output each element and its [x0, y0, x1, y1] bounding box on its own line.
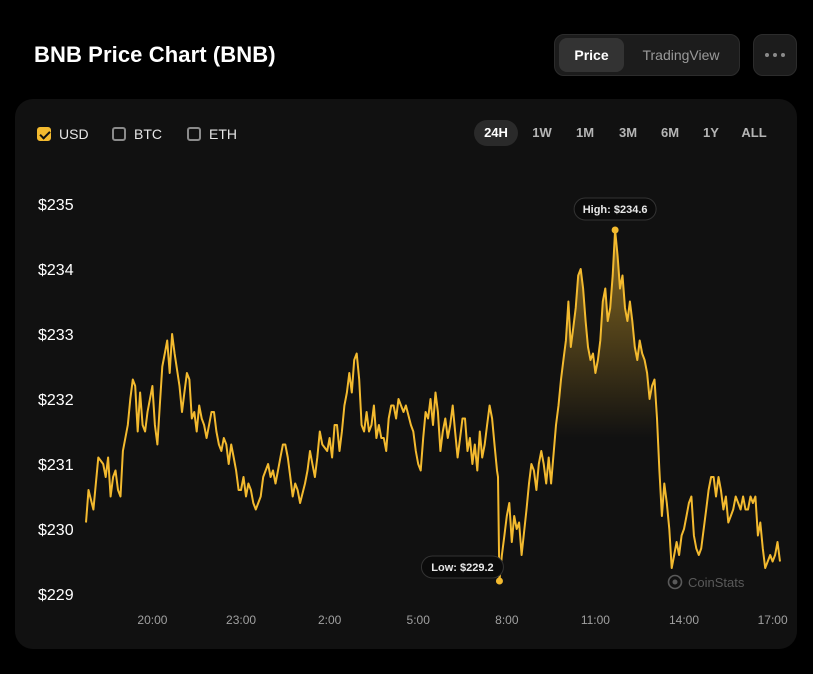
coinstats-logo-dot	[672, 579, 678, 585]
low-tooltip-box	[420, 555, 504, 579]
low-tooltip-label: Low: $229.2	[431, 562, 493, 574]
x-tick-label: 17:00	[758, 613, 788, 627]
y-tick-label: $230	[38, 522, 74, 539]
y-tick-label: $235	[38, 197, 74, 214]
checkbox-unchecked-icon	[187, 127, 201, 141]
ellipsis-icon	[765, 53, 785, 57]
coinstats-watermark: CoinStats	[667, 574, 745, 590]
y-tick-label: $229	[38, 587, 74, 604]
range-3m[interactable]: 3M	[618, 125, 638, 140]
more-options-button[interactable]	[753, 34, 797, 76]
x-tick-label: 11:00	[581, 613, 610, 627]
currency-label: USD	[59, 126, 89, 142]
chart-card	[15, 99, 797, 649]
watermark-text: CoinStats	[688, 575, 745, 590]
range-1y[interactable]: 1Y	[703, 125, 719, 140]
page-title: BNB Price Chart (BNB)	[34, 42, 276, 67]
checkbox-unchecked-icon	[112, 127, 126, 141]
x-tick-label: 23:00	[226, 613, 256, 627]
currency-btc-checkbox[interactable]: BTC	[112, 126, 162, 142]
currency-eth-checkbox[interactable]: ETH	[187, 126, 237, 142]
high-tooltip-box	[573, 197, 657, 221]
x-tick-label: 5:00	[407, 613, 431, 627]
low-point[interactable]	[495, 577, 503, 585]
range-6m[interactable]: 6M	[660, 125, 680, 140]
y-tick-label: $234	[38, 262, 74, 279]
range-24h[interactable]: 24H	[474, 120, 518, 146]
x-tick-label: 14:00	[669, 613, 699, 627]
checkbox-checked-icon	[37, 127, 51, 141]
range-all[interactable]: ALL	[741, 125, 767, 140]
currency-label: BTC	[134, 126, 162, 142]
y-tick-label: $232	[38, 392, 74, 409]
price-line[interactable]	[85, 229, 781, 582]
y-tick-label: $233	[38, 327, 74, 344]
tab-tradingview[interactable]: TradingView	[642, 47, 720, 63]
price-area	[556, 230, 655, 438]
coinstats-logo-icon	[667, 574, 683, 590]
x-tick-label: 8:00	[495, 613, 519, 627]
range-1m[interactable]: 1M	[575, 125, 595, 140]
x-tick-label: 2:00	[318, 613, 342, 627]
currency-usd-checkbox[interactable]: USD	[37, 126, 89, 142]
y-tick-label: $231	[38, 457, 74, 474]
currency-label: ETH	[209, 126, 237, 142]
x-tick-label: 20:00	[137, 613, 167, 627]
tab-price[interactable]: Price	[559, 38, 624, 72]
view-toggle: Price TradingView	[554, 34, 740, 76]
high-point[interactable]	[611, 226, 619, 234]
high-tooltip-label: High: $234.6	[583, 204, 648, 216]
range-1w[interactable]: 1W	[532, 125, 552, 140]
